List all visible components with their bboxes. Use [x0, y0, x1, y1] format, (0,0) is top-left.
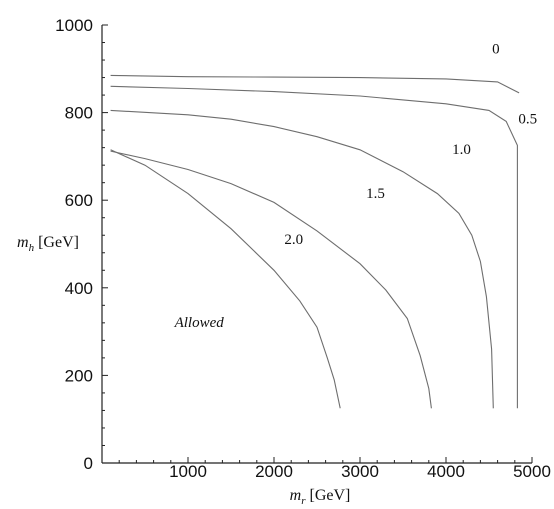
ticks	[101, 24, 533, 464]
curve-label: 2.0	[284, 232, 303, 248]
axes	[101, 25, 532, 464]
x-tick-label: 3000	[341, 462, 379, 481]
allowed-annotation: Allowed	[174, 315, 225, 331]
y-tick-label: 0	[84, 454, 93, 473]
x-axis-title: mr [GeV]	[290, 487, 351, 507]
series-line-0	[110, 74, 520, 94]
x-tick-label: 2000	[255, 462, 293, 481]
y-tick-label: 1000	[55, 16, 93, 35]
labels: 1000 2000 3000 4000 5000 0 200 400 600 800 1000 mr …	[17, 16, 551, 507]
y-tick-label: 400	[65, 279, 93, 298]
x-tick-label: 5000	[513, 462, 551, 481]
series-line-0.5	[110, 85, 518, 409]
y-tick-label: 600	[65, 191, 93, 210]
series-line-2.0	[110, 149, 341, 409]
y-tick-label: 200	[65, 366, 93, 385]
x-tick-label: 1000	[169, 462, 207, 481]
curve-label: 0.5	[518, 112, 537, 128]
curve-label: 0	[492, 41, 500, 57]
series-line-1.0	[110, 109, 494, 409]
curve-label: 1.0	[452, 142, 471, 158]
curve-label: 1.5	[366, 186, 385, 202]
x-tick-label: 4000	[427, 462, 465, 481]
y-tick-label: 800	[65, 104, 93, 123]
series-lines	[110, 74, 520, 409]
y-axis-title: mh [GeV]	[17, 234, 79, 254]
series-line-1.5	[110, 150, 432, 409]
